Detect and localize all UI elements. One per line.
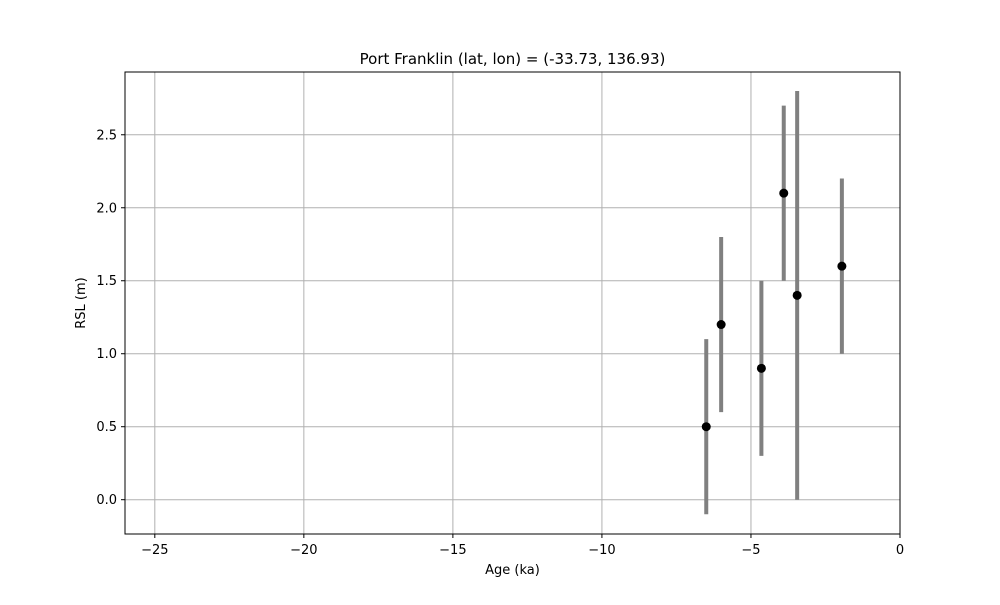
y-tick-label: 1.5 [96,274,117,289]
data-point [756,363,766,373]
error-bars [704,90,844,515]
y-tick-label: 1.0 [96,347,117,362]
x-tick-label: −20 [290,543,317,558]
data-points [701,188,847,432]
y-tick-label: 0.0 [96,493,117,508]
data-point [792,290,802,300]
chart-title: Port Franklin (lat, lon) = (-33.73, 136.… [360,50,666,68]
x-axis-label: Age (ka) [485,563,540,578]
x-tick-label: −15 [439,543,466,558]
data-point [837,261,847,271]
data-point [779,188,789,198]
data-point [701,422,711,432]
x-tick-label: −5 [741,543,760,558]
data-point [716,320,726,330]
y-axis-label: RSL (m) [74,277,89,328]
x-tick-label: −25 [141,543,168,558]
y-tick-label: 0.5 [96,420,117,435]
axis-ticks: −25 −20 −15 −10 −5 0 0.0 0.5 1.0 1.5 2.0 2.5 [96,128,904,558]
y-tick-label: 2.5 [96,128,117,143]
x-tick-label: 0 [896,543,904,558]
plot-frame [124,71,901,535]
x-tick-label: −10 [588,543,615,558]
y-tick-label: 2.0 [96,201,117,216]
